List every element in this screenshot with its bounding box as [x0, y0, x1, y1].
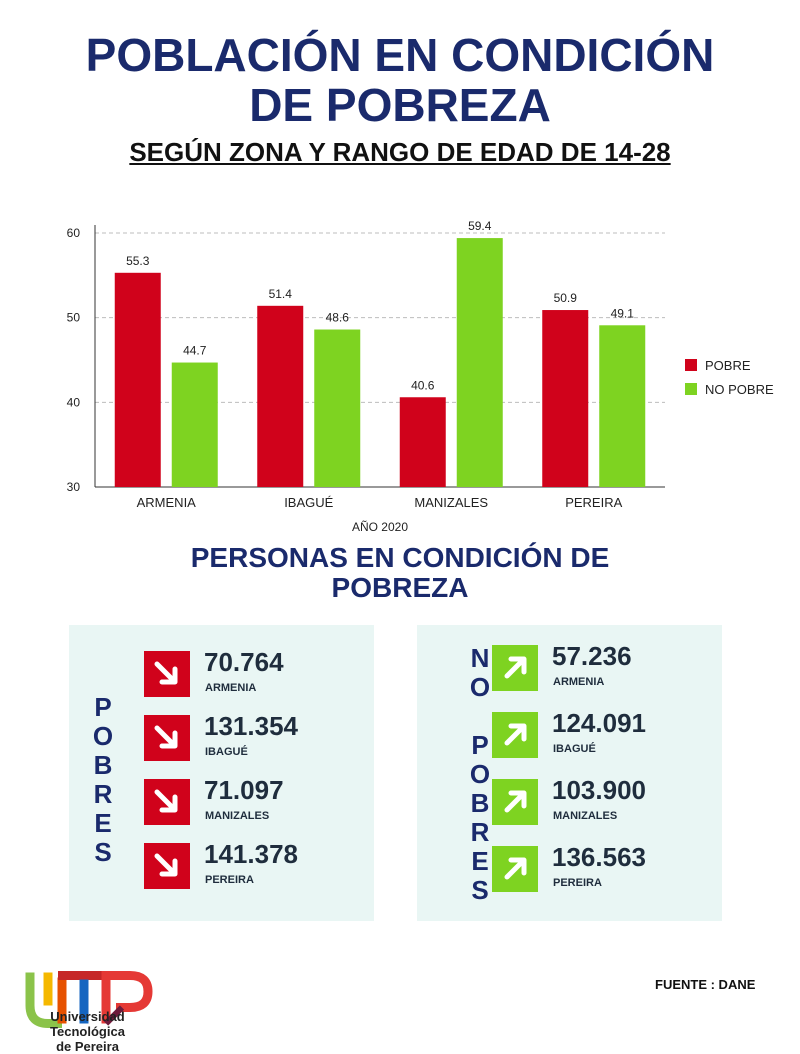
stat-city: ARMENIA	[553, 676, 605, 688]
page-subtitle: SEGÚN ZONA Y RANGO DE EDAD DE 14-28	[129, 137, 671, 167]
x-tick-label: MANIZALES	[414, 495, 488, 510]
vertical-letter: B	[93, 750, 113, 780]
vertical-letter: S	[94, 837, 112, 867]
arrow-up-right-icon	[492, 846, 538, 892]
vertical-letter: E	[471, 846, 489, 876]
vertical-letter: O	[469, 672, 491, 702]
vertical-letter: P	[94, 692, 112, 722]
section-title: PERSONAS EN CONDICIÓN DE POBREZA	[150, 543, 650, 603]
university-name: Universidad Tecnológica de Pereira	[15, 1009, 160, 1054]
data-source: FUENTE : DANE	[655, 977, 756, 992]
y-tick-label: 50	[67, 311, 81, 325]
university-line-2: de Pereira	[56, 1039, 119, 1054]
bar-pobre	[399, 397, 446, 487]
legend-label-pobre: POBRE	[705, 357, 751, 373]
legend-label-no-pobre: NO POBRE	[705, 381, 774, 397]
vertical-letter: B	[470, 788, 490, 818]
bar-pobre	[542, 310, 589, 487]
data-label: 51.4	[269, 287, 293, 301]
arrow-down-right-icon	[144, 651, 190, 697]
stat-value: 71.097	[204, 775, 284, 805]
bar-pobre	[114, 272, 161, 487]
legend-swatch-pobre	[685, 359, 697, 371]
section-title-line-1: PERSONAS EN CONDICIÓN DE	[190, 542, 610, 573]
vertical-letter: R	[470, 817, 490, 847]
chart-legend: POBRE NO POBRE	[685, 353, 774, 401]
arrow-up-right-icon	[492, 645, 538, 691]
stat-city: MANIZALES	[553, 810, 618, 822]
stat-city: PEREIRA	[205, 874, 254, 886]
arrow-up-right-icon	[492, 779, 538, 825]
stat-value: 57.236	[552, 641, 632, 671]
x-tick-label: IBAGUÉ	[284, 495, 333, 510]
bar-chart: 30 40 50 60 55.3 44.7 ARMENIA 51.4 48.6 IBAGUÉ 40.…	[67, 219, 665, 534]
bar-no-pobre	[314, 329, 361, 487]
vertical-letter: P	[471, 730, 489, 760]
stat-value: 141.378	[204, 839, 298, 869]
legend-swatch-no-pobre	[685, 383, 697, 395]
utp-logo	[25, 971, 153, 1028]
arrow-down-right-icon	[144, 843, 190, 889]
vertical-letter: O	[92, 721, 114, 751]
x-axis-label: AÑO 2020	[352, 520, 408, 534]
y-tick-label: 40	[67, 395, 81, 409]
stat-city: MANIZALES	[205, 810, 270, 822]
vertical-letter: E	[94, 808, 112, 838]
vertical-letter: R	[93, 779, 113, 809]
stat-city: IBAGUÉ	[553, 743, 596, 755]
data-label: 59.4	[468, 219, 492, 233]
stat-value: 131.354	[204, 711, 298, 741]
data-label: 44.7	[183, 344, 207, 358]
bar-no-pobre	[599, 325, 646, 487]
stat-city: IBAGUÉ	[205, 746, 248, 758]
y-tick-label: 60	[67, 226, 81, 240]
legend-item-no-pobre: NO POBRE	[685, 377, 774, 401]
y-tick-label: 30	[67, 480, 81, 494]
stat-city: PEREIRA	[553, 877, 602, 889]
vertical-letter: N	[470, 643, 490, 673]
arrow-down-right-icon	[144, 715, 190, 761]
vertical-letter: S	[471, 875, 489, 905]
title-line-1: POBLACIÓN EN CONDICIÓN	[85, 29, 715, 81]
stat-value: 103.900	[552, 775, 646, 805]
university-line-1: Universidad Tecnológica	[50, 1009, 125, 1039]
data-label: 49.1	[611, 306, 635, 320]
bar-no-pobre	[171, 362, 218, 487]
page-title: POBLACIÓN EN CONDICIÓN DE POBREZA	[0, 30, 800, 130]
stat-value: 70.764	[204, 647, 284, 677]
arrow-down-right-icon	[144, 779, 190, 825]
arrow-up-right-icon	[492, 712, 538, 758]
vertical-letter: O	[469, 759, 491, 789]
data-label: 48.6	[326, 311, 350, 325]
data-label: 50.9	[554, 291, 578, 305]
x-tick-label: ARMENIA	[137, 495, 197, 510]
x-tick-label: PEREIRA	[565, 495, 622, 510]
data-label: 40.6	[411, 378, 435, 392]
section-title-line-2: POBREZA	[331, 572, 469, 603]
bar-no-pobre	[456, 238, 503, 487]
bar-pobre	[257, 305, 304, 487]
stat-value: 124.091	[552, 708, 646, 738]
title-line-2: DE POBREZA	[249, 79, 551, 131]
stat-city: ARMENIA	[205, 682, 257, 694]
vertical-spacer	[465, 702, 495, 731]
data-label: 55.3	[126, 254, 150, 268]
stat-value: 136.563	[552, 842, 646, 872]
legend-item-pobre: POBRE	[685, 353, 774, 377]
